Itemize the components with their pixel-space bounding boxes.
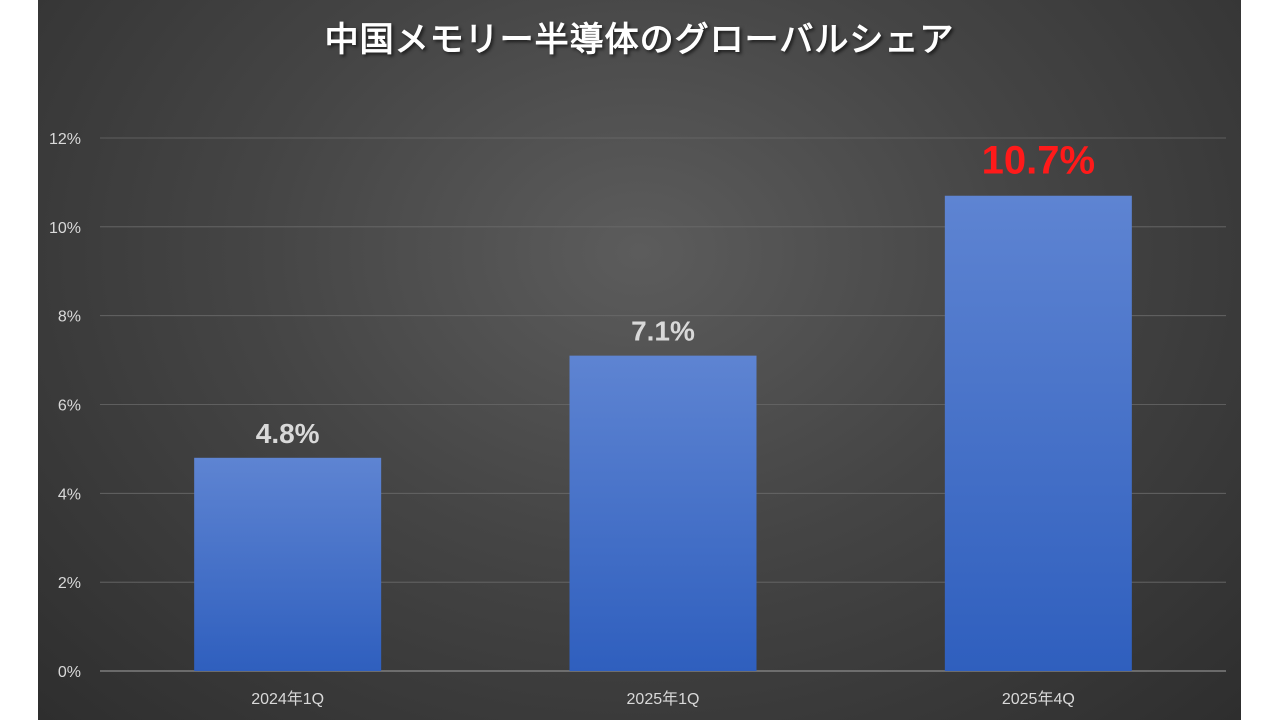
data-label-highlight: 10.7% bbox=[982, 139, 1095, 183]
bar bbox=[944, 195, 1132, 671]
data-labels: 4.8% 7.1% 10.7% bbox=[256, 139, 1095, 449]
y-tick-label: 2% bbox=[58, 575, 81, 592]
chart-title: 中国メモリー半導体のグローバルシェア bbox=[324, 20, 955, 60]
y-tick-label: 4% bbox=[58, 486, 81, 503]
x-axis-category-labels: 2024年1Q 2025年1Q 2025年4Q bbox=[251, 690, 1075, 708]
bar-chart: 0%2%4%6%8%10%12% 4.8%7.1%10.7% 2024年1Q 20… bbox=[49, 131, 1226, 708]
x-category-label: 2024年1Q bbox=[251, 690, 324, 708]
y-tick-label: 10% bbox=[49, 220, 81, 237]
bar bbox=[569, 355, 757, 671]
chart-frame: 中国メモリー半導体のグローバルシェア 0% 2% 4% 6% 8% 10% 12% 4.8%… bbox=[38, 0, 1241, 720]
bar bbox=[194, 457, 382, 671]
y-tick-label: 0% bbox=[58, 664, 81, 681]
data-label: 7.1% bbox=[631, 316, 695, 347]
x-category-label: 2025年4Q bbox=[1002, 690, 1075, 708]
y-axis-tick-labels: 0% 2% 4% 6% 8% 10% 12% bbox=[49, 131, 81, 681]
data-label: 4.8% bbox=[256, 418, 320, 449]
y-tick-label: 6% bbox=[58, 398, 81, 415]
x-category-label: 2025年1Q bbox=[627, 690, 700, 708]
bars bbox=[194, 195, 1132, 671]
y-tick-label: 12% bbox=[49, 131, 81, 148]
y-tick-label: 8% bbox=[58, 309, 81, 326]
